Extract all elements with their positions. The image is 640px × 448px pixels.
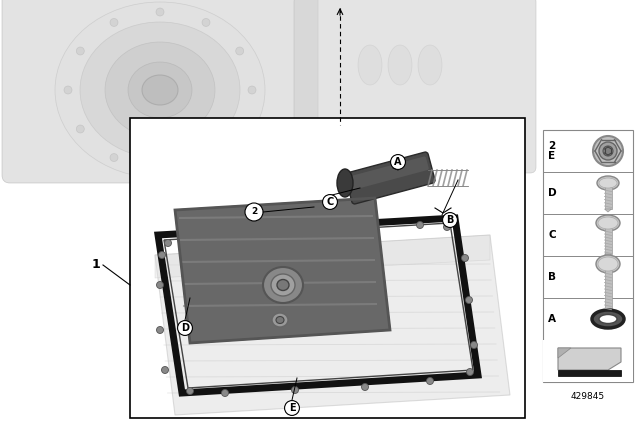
Ellipse shape: [351, 225, 358, 233]
FancyBboxPatch shape: [2, 0, 318, 183]
Ellipse shape: [276, 316, 284, 323]
Bar: [605, 270, 611, 310]
Ellipse shape: [236, 125, 244, 133]
Ellipse shape: [418, 45, 442, 85]
Ellipse shape: [76, 47, 84, 55]
Ellipse shape: [291, 387, 298, 393]
Polygon shape: [155, 235, 510, 415]
Ellipse shape: [598, 257, 618, 271]
Ellipse shape: [248, 86, 256, 94]
Ellipse shape: [337, 169, 353, 197]
Ellipse shape: [271, 274, 295, 296]
Polygon shape: [605, 209, 611, 212]
Ellipse shape: [157, 281, 163, 289]
Ellipse shape: [358, 45, 382, 85]
Ellipse shape: [467, 369, 474, 375]
Text: E: E: [289, 403, 295, 413]
Ellipse shape: [80, 22, 240, 158]
Ellipse shape: [142, 75, 178, 105]
Text: C: C: [548, 230, 556, 240]
Ellipse shape: [202, 154, 210, 162]
FancyBboxPatch shape: [294, 0, 536, 173]
FancyBboxPatch shape: [345, 152, 435, 204]
Bar: [543, 130, 633, 382]
Text: A: A: [394, 157, 402, 167]
Ellipse shape: [105, 42, 215, 138]
Text: B: B: [548, 272, 556, 282]
Ellipse shape: [597, 176, 619, 190]
Ellipse shape: [461, 254, 468, 262]
Ellipse shape: [110, 18, 118, 26]
Text: 2: 2: [251, 207, 257, 216]
Polygon shape: [558, 348, 571, 358]
Bar: [605, 228, 611, 254]
Text: 1: 1: [92, 258, 100, 271]
Polygon shape: [605, 310, 611, 314]
Ellipse shape: [596, 255, 620, 273]
Ellipse shape: [221, 389, 228, 396]
Ellipse shape: [599, 178, 617, 188]
Ellipse shape: [164, 240, 172, 246]
Ellipse shape: [156, 8, 164, 16]
Ellipse shape: [592, 310, 624, 328]
Ellipse shape: [470, 341, 477, 349]
Text: 429845: 429845: [571, 392, 605, 401]
Ellipse shape: [287, 231, 294, 237]
Text: D: D: [548, 188, 556, 198]
Ellipse shape: [388, 45, 412, 85]
Ellipse shape: [64, 86, 72, 94]
Ellipse shape: [277, 280, 289, 290]
Ellipse shape: [159, 251, 166, 258]
Ellipse shape: [599, 142, 617, 160]
Ellipse shape: [128, 62, 192, 118]
Ellipse shape: [598, 217, 618, 229]
Text: A: A: [548, 314, 556, 324]
Ellipse shape: [263, 267, 303, 303]
Ellipse shape: [157, 327, 163, 333]
Text: D: D: [181, 323, 189, 333]
Text: C: C: [326, 197, 333, 207]
Ellipse shape: [161, 366, 168, 374]
Bar: [543, 340, 633, 382]
Ellipse shape: [202, 18, 210, 26]
Ellipse shape: [236, 47, 244, 55]
Polygon shape: [155, 235, 490, 278]
Ellipse shape: [221, 236, 228, 242]
Ellipse shape: [465, 297, 472, 303]
Ellipse shape: [593, 136, 623, 166]
Ellipse shape: [596, 215, 620, 231]
Ellipse shape: [603, 146, 613, 156]
Circle shape: [245, 203, 263, 221]
Ellipse shape: [186, 388, 193, 395]
Ellipse shape: [362, 383, 369, 391]
Ellipse shape: [110, 154, 118, 162]
Bar: [130, 118, 525, 418]
Ellipse shape: [55, 2, 265, 178]
Polygon shape: [605, 254, 611, 257]
Text: 2
E: 2 E: [548, 141, 556, 161]
Ellipse shape: [444, 224, 451, 231]
Ellipse shape: [76, 125, 84, 133]
FancyBboxPatch shape: [349, 156, 429, 190]
Ellipse shape: [599, 314, 617, 323]
Bar: [605, 187, 611, 209]
Ellipse shape: [156, 164, 164, 172]
Polygon shape: [558, 348, 621, 370]
Polygon shape: [175, 198, 390, 343]
Bar: [558, 370, 621, 376]
Ellipse shape: [417, 221, 424, 228]
Ellipse shape: [272, 313, 288, 327]
Text: B: B: [446, 215, 454, 225]
Ellipse shape: [426, 378, 433, 384]
